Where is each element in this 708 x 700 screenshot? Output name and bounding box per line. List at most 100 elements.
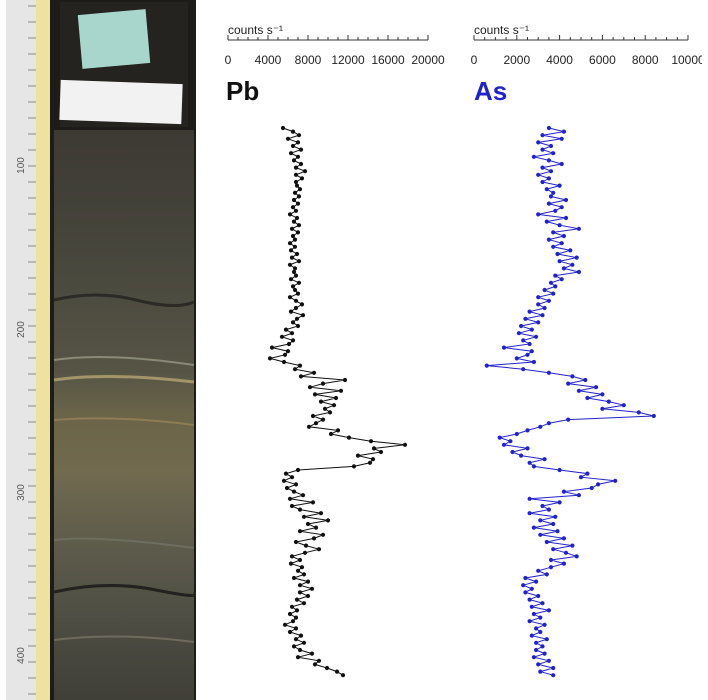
as-data-point <box>557 223 562 228</box>
as-tick-label: 10000 <box>671 53 702 67</box>
pb-series <box>267 125 408 678</box>
as-data-point <box>527 597 532 602</box>
as-data-point <box>540 644 545 649</box>
as-data-point <box>578 475 584 480</box>
as-data-point <box>551 190 556 195</box>
as-data-point <box>546 158 551 163</box>
pb-data-point <box>296 133 302 138</box>
as-data-point <box>516 331 521 336</box>
pb-data-point <box>289 503 295 509</box>
as-data-point <box>540 179 545 185</box>
pb-data-point <box>292 190 298 195</box>
as-data-point <box>563 215 569 221</box>
as-data-point <box>551 230 556 235</box>
as-data-point <box>546 125 551 131</box>
as-data-point <box>555 251 560 257</box>
pb-data-point <box>322 406 328 411</box>
as-data-point <box>557 259 562 264</box>
pb-data-point <box>302 550 308 555</box>
pb-data-point <box>324 665 330 671</box>
pb-data-point <box>310 413 316 419</box>
as-data-point <box>574 255 579 260</box>
as-data-point <box>544 539 549 545</box>
as-data-point <box>557 467 562 473</box>
pb-data-point <box>288 309 294 314</box>
pb-data-point <box>299 176 305 181</box>
pb-data-point <box>293 637 299 642</box>
as-x-axis: 0 2000 4000 6000 8000 10000 <box>471 35 702 67</box>
as-data-point <box>542 305 547 311</box>
pb-data-point <box>318 511 324 516</box>
as-element-label: As <box>474 76 507 106</box>
as-data-point <box>585 395 590 401</box>
pb-data-point <box>320 532 326 537</box>
pb-data-point <box>293 273 299 278</box>
pb-data-point <box>335 428 341 433</box>
depth-ruler: 100 200 300 400 <box>6 0 36 700</box>
as-data-point <box>525 428 530 433</box>
pb-data-point <box>320 381 326 386</box>
as-data-point <box>551 547 556 552</box>
as-data-point <box>540 165 545 170</box>
pb-data-point <box>293 539 299 545</box>
pb-data-point <box>378 449 384 455</box>
pb-data-point <box>316 658 322 663</box>
as-data-point <box>559 136 564 141</box>
pb-data-point <box>289 475 295 480</box>
pb-data-point <box>295 568 301 573</box>
as-data-point <box>548 143 554 149</box>
pb-data-point <box>310 500 316 505</box>
pb-element-label: Pb <box>226 76 259 106</box>
as-data-point <box>523 590 528 595</box>
as-data-point <box>551 521 556 527</box>
as-data-point <box>514 431 519 437</box>
as-data-point <box>621 403 626 408</box>
pb-data-point <box>297 557 303 563</box>
pb-data-point <box>303 543 309 548</box>
as-data-point <box>519 323 524 329</box>
as-data-point <box>531 655 536 660</box>
pb-data-point <box>281 359 287 365</box>
pb-tick-label: 4000 <box>255 53 282 67</box>
pb-data-point <box>289 331 295 336</box>
as-data-point <box>529 633 534 638</box>
as-data-point <box>542 622 547 627</box>
as-data-point <box>519 453 524 458</box>
pb-data-point <box>298 161 304 167</box>
pb-data-point <box>282 622 288 627</box>
as-data-point <box>527 341 532 347</box>
pb-data-point <box>316 547 322 552</box>
pb-data-point <box>283 471 289 476</box>
as-data-point <box>534 647 539 653</box>
as-data-point <box>540 601 545 606</box>
as-data-point <box>536 295 541 300</box>
as-data-point <box>551 673 556 678</box>
as-data-point <box>523 316 528 321</box>
pb-data-point <box>301 601 307 606</box>
pb-data-point <box>370 457 376 462</box>
as-data-point <box>553 273 558 278</box>
pb-data-point <box>294 183 300 188</box>
as-data-point <box>585 471 590 476</box>
pb-data-point <box>340 673 346 678</box>
pb-data-point <box>290 338 296 343</box>
as-data-point <box>540 133 545 138</box>
pb-data-point <box>301 514 307 519</box>
pb-data-point <box>297 590 303 595</box>
as-data-point <box>576 269 581 275</box>
as-data-point <box>544 187 549 192</box>
pb-data-point <box>313 525 319 530</box>
as-data-point <box>508 439 513 444</box>
pb-data-point <box>299 302 305 307</box>
as-data-point <box>534 640 539 645</box>
as-data-point <box>536 172 541 177</box>
pb-data-point <box>325 518 331 523</box>
pb-chart: counts s⁻¹ 0 4000 8000 12000 16000 20000 Pb <box>225 23 445 678</box>
as-data-point <box>536 212 541 217</box>
as-data-point <box>546 658 551 663</box>
as-data-point <box>561 233 566 239</box>
pb-data-point <box>351 464 357 469</box>
pb-data-point <box>295 467 301 473</box>
pb-data-point <box>290 205 296 210</box>
as-data-point <box>568 248 573 253</box>
